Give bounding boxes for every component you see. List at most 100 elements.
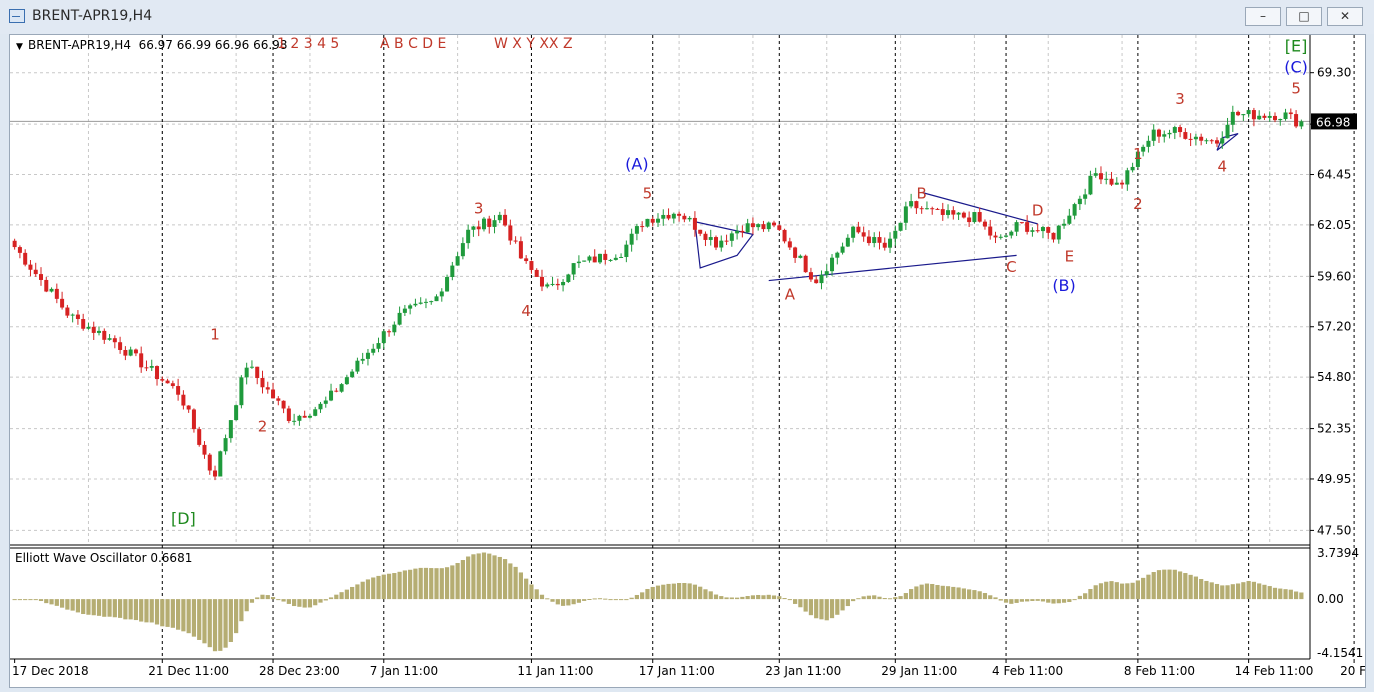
symbol-dropdown-icon[interactable]: ▼ [16, 42, 23, 52]
oscillator-bar [951, 586, 956, 600]
oscillator-bar [566, 599, 571, 606]
candle-body [318, 403, 323, 410]
oscillator-bar [202, 599, 207, 644]
candle-body [893, 230, 898, 239]
wave-label-minor: B [917, 185, 927, 203]
chart-area[interactable]: 1 2 3 4 5 A B C D E 1 2 3 4 5 (A) (B) (C) [D] [E] 69.30 64.4… [9, 34, 1374, 688]
wave-patterns [694, 133, 1239, 282]
oscillator-bar [1188, 574, 1193, 600]
candle-body [856, 226, 861, 233]
candle-body [872, 237, 877, 244]
oscillator-bar [381, 574, 386, 600]
candle-body [724, 240, 729, 242]
oscillator-bar [197, 599, 202, 640]
candle-body [176, 386, 181, 395]
oscillator-bar [286, 599, 291, 604]
oscillator-bar [1072, 599, 1077, 601]
oscillator-bar [1040, 599, 1046, 602]
wave-label-primary: [D] [171, 509, 196, 528]
candle-body [698, 229, 703, 234]
oscillator-bar [676, 583, 682, 600]
wave-label-minor: 1 [1133, 145, 1143, 163]
oscillator-bar [123, 599, 128, 620]
oscillator-bar [429, 568, 434, 600]
y-tick-label: 49.95 [1317, 472, 1351, 486]
oscillator-bar [102, 599, 107, 617]
candle-body [1199, 136, 1204, 141]
oscillator-bar [1035, 599, 1040, 601]
oscillator-bar [1162, 569, 1167, 600]
oscillator-bar [824, 599, 829, 621]
candle-body [750, 223, 755, 228]
oscillator-bar [44, 599, 49, 604]
oscillator-bar [766, 594, 771, 600]
candle-body [650, 218, 655, 223]
oscillator-bar [724, 597, 729, 600]
candle-body [740, 230, 745, 233]
candle-body [344, 377, 349, 385]
candle-body [44, 279, 49, 292]
candle-body [1230, 111, 1235, 125]
oscillator-bar [1235, 583, 1241, 600]
x-tick-label: 28 Dec 23:00 [259, 664, 340, 678]
oscillator-bar [909, 589, 914, 600]
candle-body [307, 415, 312, 418]
oscillator-bar [128, 599, 133, 620]
candle-body [555, 283, 560, 286]
oscillator-bar [713, 594, 719, 600]
wave-buttons-impulse[interactable]: 1 2 3 4 5 [277, 36, 339, 52]
oscillator-bar [350, 586, 355, 600]
title-bar[interactable]: BRENT-APR19,H4 – □ ✕ [0, 0, 1374, 34]
oscillator-bar [38, 599, 44, 602]
symbol-info: BRENT-APR19,H4 66.97 66.99 66.96 66.98 [28, 38, 287, 52]
oscillator-bar [650, 586, 655, 600]
oscillator-bar [761, 595, 766, 600]
candle-body [851, 226, 856, 238]
candle-body [550, 283, 555, 285]
oscillator-bar [508, 563, 513, 600]
oscillator-bar [313, 599, 318, 606]
oscillator-bar [1109, 581, 1114, 600]
oscillator-bar [734, 597, 740, 600]
oscillator-bar [91, 599, 96, 616]
wave-buttons-abcde[interactable]: A B C D E [380, 36, 446, 52]
candle-body [1120, 182, 1125, 185]
candle-body [793, 247, 798, 258]
oscillator-bar [866, 595, 872, 600]
oscillator-bar [234, 599, 239, 634]
wave-buttons-wxyxxz[interactable]: W X Y XX Z [494, 36, 573, 52]
candle-body [935, 208, 940, 210]
oscillator-bar [117, 599, 123, 618]
candle-body [729, 233, 734, 241]
candle-body [281, 400, 286, 409]
candle-body [1288, 112, 1293, 115]
candle-body [149, 366, 154, 368]
candle-body [1040, 227, 1045, 232]
candle-body [218, 451, 223, 477]
price-chart[interactable]: 1 2 3 4 5 A B C D E 1 2 3 4 5 (A) (B) (C) [D] [E] 69.30 64.4… [10, 35, 1374, 687]
candle-body [1283, 112, 1288, 119]
close-button[interactable]: ✕ [1327, 7, 1363, 26]
candle-body [492, 220, 497, 227]
candle-body [940, 209, 945, 215]
candle-body [1046, 227, 1051, 233]
oscillator-bar [803, 599, 808, 612]
oscillator-bar [228, 599, 233, 642]
oscillator-bar [1025, 599, 1030, 602]
candle-body [450, 265, 455, 277]
oscillator-bar [302, 599, 307, 608]
candle-body [576, 261, 581, 264]
candle-body [1183, 132, 1188, 139]
oscillator-bar [645, 588, 650, 600]
oscillator-bar [1151, 572, 1156, 600]
candle-body [70, 314, 75, 316]
candle-body [350, 371, 355, 378]
candle-body [107, 338, 112, 340]
oscillator-bar [86, 599, 91, 615]
x-tick-label: 17 Dec 2018 [12, 664, 89, 678]
oscillator-bar [872, 595, 877, 600]
maximize-button[interactable]: □ [1286, 7, 1322, 26]
minimize-button[interactable]: – [1245, 7, 1281, 26]
oscillator-bar [54, 599, 59, 606]
candle-body [587, 256, 592, 261]
